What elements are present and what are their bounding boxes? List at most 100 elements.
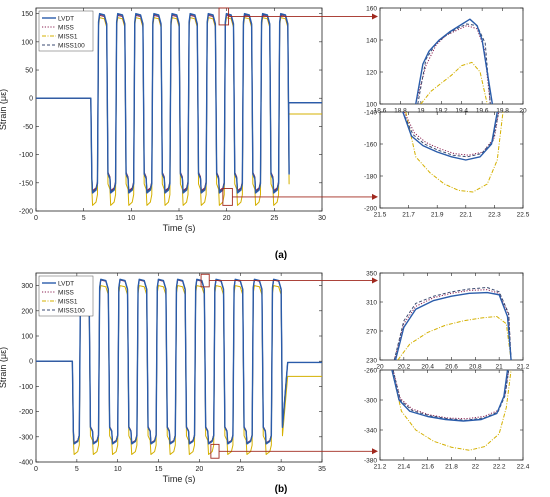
chart-b-zoom-bottom-series-miss (392, 370, 510, 420)
chart-a-zoom-bottom-series-lvdt (402, 112, 498, 161)
chart-a-main-xtick-label: 30 (318, 215, 326, 222)
chart-b-zoom-top-series (393, 287, 512, 360)
chart-b-zoom-top-xtick-label: 20.2 (398, 364, 411, 371)
chart-a-zoom-bottom-ytick-label: -180 (364, 173, 377, 180)
chart-a-zoom-top-xtick-label: 20 (519, 108, 527, 115)
chart-b-main-legend-label-miss1: MISS1 (58, 299, 78, 306)
chart-b-main-legend-label-miss100: MISS100 (58, 308, 85, 315)
chart-a-main-xtick-label: 0 (34, 215, 38, 222)
chart-a-zoom-bottom-xtick-label: 22.5 (517, 212, 530, 219)
chart-b-main-ytick-label: -400 (19, 459, 33, 466)
chart-b-zoom-bottom-xtick-label: 22.4 (517, 464, 530, 471)
plots-layer: 0 5 10 15 20 25 30-200-150-100-50050100150Time… (0, 5, 530, 484)
chart-a-zoom-bottom-ytick-label: -140 (364, 109, 377, 116)
chart-a-zoom-bottom-series-miss (403, 112, 500, 156)
chart-b-main-xtick-label: 30 (277, 466, 285, 473)
chart-a-zoom-bottom-xtick-label: 21.9 (431, 212, 444, 219)
chart-a-zoom-bottom-axes: 21.5 21.7 21.9 22.1 22.3 22.5 -200 -180 -160 -140 (364, 109, 530, 218)
panel-label-a: (a) (275, 250, 287, 261)
chart-b-main-ytick-label: 100 (21, 333, 33, 340)
chart-b-zoom-top-series-miss100 (393, 287, 512, 360)
chart-a-main-ytick-label: -100 (19, 152, 33, 159)
chart-a-zoom-bottom-ytick-label: -160 (364, 141, 377, 148)
chart-b-zoom-bottom-xtick-label: 21.2 (374, 464, 387, 471)
chart-a-zoom-top-ytick-label: 160 (366, 5, 377, 12)
chart-a-main-axes: 0 5 10 15 20 25 30 -200 -150 -100 -50 0 50 100 150 Time… (0, 7, 326, 233)
chart-a-zoom-bottom-xtick-label: 22.1 (459, 212, 472, 219)
chart-a-main-xtick-label: 5 (82, 215, 86, 222)
chart-b-zoom-top-xtick-label: 20 (376, 364, 384, 371)
chart-a-main-xtick-label: 20 (223, 215, 231, 222)
chart-a-zoom-top-xtick-label: 18.8 (394, 108, 407, 115)
chart-b-zoom-top-xtick-label: 20.8 (469, 364, 482, 371)
chart-b-main-xtick-label: 5 (75, 466, 79, 473)
chart-b-zoom-bottom-xtick-label: 21.4 (398, 464, 411, 471)
chart-b-zoom-bottom-xtick-label: 22 (472, 464, 480, 471)
chart-b-zoom-top-xtick-label: 21 (496, 364, 504, 371)
chart-a-zoom-top-xtick-label: 19.8 (496, 108, 509, 115)
chart-a-main-zoom-box-0 (218, 7, 230, 26)
chart-a-main-xtick-label: 15 (175, 215, 183, 222)
chart-b-zoom-top-ytick-label: 230 (366, 357, 377, 364)
chart-a-zoom-top-series-miss100 (417, 23, 491, 104)
chart-b-main-xtick-label: 10 (114, 466, 122, 473)
chart-a-zoom-bottom-series-miss1 (405, 112, 504, 193)
chart-b-main-xtick-label: 15 (155, 466, 163, 473)
chart-a-main-ytick-label: -200 (19, 208, 33, 215)
chart-b-zoom-bottom-axes: 21.2 21.4 21.6 21.8 22 22.2 22.4 -380 -340 -300 -2… (364, 367, 530, 470)
chart-b-zoom-top-series-miss (393, 289, 512, 360)
chart-a-zoom-top-xtick-label: 19.6 (476, 108, 489, 115)
chart-b-main-axes: 0 5 10 15 20 25 30 35 -400 -300 -200 -100 0 100 200 300… (0, 272, 326, 484)
chart-b-zoom-top-ytick-label: 270 (366, 328, 377, 335)
chart-a-zoom-top-series-miss1 (420, 61, 488, 104)
chart-a-main-legend-label-miss: MISS (58, 25, 75, 32)
chart-a-main-ytick-label: 150 (21, 11, 33, 18)
chart-a-zoom-top-xtick-label: 19.4 (455, 108, 468, 115)
chart-a-main-legend-label-miss1: MISS1 (58, 34, 78, 41)
chart-a-zoom-top-ytick-label: 140 (366, 37, 377, 44)
chart-b-zoom-bottom-xtick-label: 21.6 (421, 464, 434, 471)
chart-b-zoom-bottom-xtick-label: 22.2 (493, 464, 506, 471)
chart-b-main-ytick-label: -100 (19, 384, 33, 391)
chart-b-main-legend: LVDT MISS MISS1 MISS100 (38, 275, 94, 317)
chart-b-zoom-top-ytick-label: 310 (366, 299, 377, 306)
chart-b-main-xtick-label: 35 (318, 466, 326, 473)
chart-a-zoom-bottom-ytick-label: -200 (364, 205, 377, 212)
chart-b-zoom-top-axes: 20 20.2 20.4 20.6 20.8 21 21.2 230 270 310 350 (366, 270, 530, 370)
chart-b-zoom-top-xtick-label: 21.2 (517, 364, 530, 371)
chart-a-main-series-miss1 (36, 17, 322, 206)
chart-a-zoom-top-frame (379, 7, 524, 105)
chart-b-main-frame (35, 272, 323, 463)
chart-a-arrow-top-head (372, 13, 378, 20)
chart-a-zoom-bottom-frame (379, 111, 524, 209)
chart-a-zoom-top-series-lvdt (415, 18, 494, 104)
chart-a-zoom-bottom-series-miss100 (402, 112, 500, 158)
chart-a-zoom-top-xtick-label: 19 (417, 108, 425, 115)
chart-a-main-xtick-label: 25 (270, 215, 278, 222)
chart-a-main-zoom-box-1 (222, 187, 233, 206)
chart-a-main-legend: LVDT MISS MISS1 MISS100 (38, 10, 94, 52)
chart-b-main-ytick-label: 300 (21, 283, 33, 290)
chart-a-zoom-bottom-xtick-label: 21.7 (402, 212, 415, 219)
chart-b-zoom-bottom-frame (379, 369, 524, 461)
chart-a-main-series-lvdt (36, 12, 322, 194)
chart-a-zoom-top-axes: 18.6 18.8 19 19.2 19.4 19.6 19.8 20 100 120 140 160 (366, 5, 527, 114)
chart-b-zoom-bottom-ytick-label: -300 (364, 397, 377, 404)
chart-b-zoom-top-series-miss1 (397, 316, 512, 360)
chart-b-zoom-bottom-series-miss100 (392, 370, 510, 421)
chart-b-zoom-top-xtick-label: 20.4 (421, 364, 434, 371)
chart-a-arrow-bottom-head (372, 193, 378, 200)
chart-b-zoom-bottom-xtick-label: 21.8 (445, 464, 458, 471)
chart-a-zoom-bottom-xtick-label: 22.3 (488, 212, 501, 219)
chart-a-zoom-top-ytick-label: 100 (366, 101, 377, 108)
chart-b-zoom-bottom-ytick-label: -340 (364, 427, 377, 434)
chart-b-zoom-bottom-series-miss1 (391, 370, 512, 451)
chart-b-arrow-top-head (372, 277, 378, 284)
chart-b-main-xlabel: Time (s) (163, 474, 196, 484)
chart-a-main-ytick-label: 50 (25, 67, 33, 74)
chart-a-main-xtick-label: 10 (127, 215, 135, 222)
chart-b-zoom-top-ytick-label: 350 (366, 270, 377, 277)
chart-a-main-legend-label-miss100: MISS100 (58, 43, 85, 50)
chart-b-main-legend-label-miss: MISS (58, 290, 75, 297)
